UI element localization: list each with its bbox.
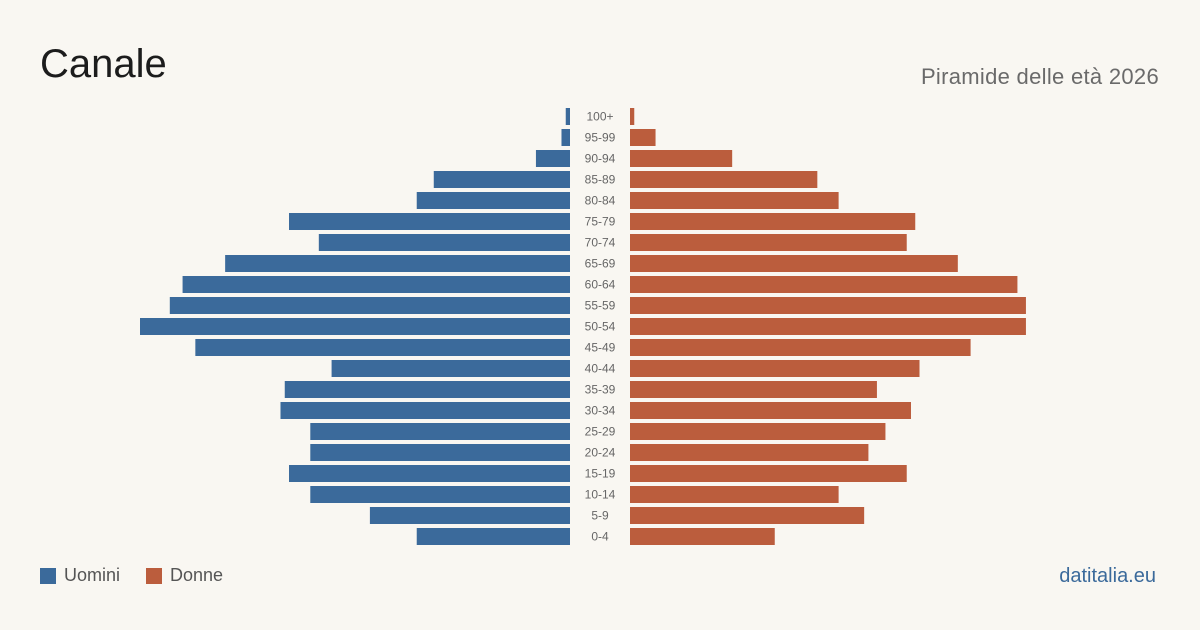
bar-women-80-84 bbox=[630, 192, 839, 209]
age-label-10-14: 10-14 bbox=[585, 488, 616, 502]
bar-men-60-64 bbox=[182, 276, 570, 293]
bar-men-75-79 bbox=[289, 213, 570, 230]
bar-men-85-89 bbox=[433, 171, 570, 188]
bar-women-55-59 bbox=[630, 297, 1026, 314]
bar-men-50-54 bbox=[140, 318, 570, 335]
source-link[interactable]: datitalia.eu bbox=[1059, 565, 1156, 587]
legend-swatch-women bbox=[146, 567, 163, 584]
bar-men-45-49 bbox=[195, 339, 570, 356]
bar-women-10-14 bbox=[630, 486, 839, 503]
bar-women-40-44 bbox=[630, 360, 920, 377]
bar-women-95-99 bbox=[630, 129, 656, 146]
bar-men-100+ bbox=[565, 108, 570, 125]
age-label-40-44: 40-44 bbox=[585, 362, 616, 376]
bar-men-10-14 bbox=[310, 486, 570, 503]
age-label-70-74: 70-74 bbox=[585, 236, 616, 250]
bar-women-85-89 bbox=[630, 171, 818, 188]
bar-men-80-84 bbox=[416, 192, 570, 209]
bar-women-15-19 bbox=[630, 465, 907, 482]
age-label-95-99: 95-99 bbox=[585, 131, 616, 145]
bar-women-100+ bbox=[630, 108, 635, 125]
legend-label-men: Uomini bbox=[64, 565, 121, 585]
legend-item-men: Uomini bbox=[40, 565, 120, 586]
age-label-55-59: 55-59 bbox=[585, 299, 616, 313]
legend: Uomini Donne bbox=[40, 565, 249, 586]
age-label-100+: 100+ bbox=[586, 110, 613, 124]
bar-women-90-94 bbox=[630, 150, 733, 167]
age-label-45-49: 45-49 bbox=[585, 341, 616, 355]
chart-title: Canale bbox=[40, 42, 167, 86]
bar-women-50-54 bbox=[630, 318, 1026, 335]
chart-subtitle: Piramide delle età 2026 bbox=[920, 64, 1159, 89]
age-label-80-84: 80-84 bbox=[585, 194, 616, 208]
age-label-75-79: 75-79 bbox=[585, 215, 616, 229]
bar-men-70-74 bbox=[318, 234, 570, 251]
bar-men-65-69 bbox=[225, 255, 571, 272]
legend-label-women: Donne bbox=[170, 565, 224, 585]
bar-women-65-69 bbox=[630, 255, 958, 272]
bar-women-0-4 bbox=[630, 528, 775, 545]
bar-men-20-24 bbox=[310, 444, 570, 461]
bar-women-70-74 bbox=[630, 234, 907, 251]
legend-swatch-men bbox=[40, 567, 56, 584]
bar-men-15-19 bbox=[289, 465, 570, 482]
bar-women-45-49 bbox=[630, 339, 971, 356]
age-label-30-34: 30-34 bbox=[585, 404, 616, 418]
bar-women-5-9 bbox=[630, 507, 865, 524]
age-label-25-29: 25-29 bbox=[585, 425, 616, 439]
bar-men-40-44 bbox=[331, 360, 570, 377]
age-label-50-54: 50-54 bbox=[585, 320, 616, 334]
age-label-35-39: 35-39 bbox=[585, 383, 616, 397]
bar-men-90-94 bbox=[535, 150, 570, 167]
age-label-60-64: 60-64 bbox=[585, 278, 616, 292]
age-label-65-69: 65-69 bbox=[585, 257, 616, 271]
bar-women-30-34 bbox=[630, 402, 911, 419]
age-label-90-94: 90-94 bbox=[585, 152, 616, 166]
bar-men-55-59 bbox=[169, 297, 570, 314]
age-label-5-9: 5-9 bbox=[591, 509, 609, 523]
bar-women-20-24 bbox=[630, 444, 869, 461]
bar-women-60-64 bbox=[630, 276, 1018, 293]
age-label-85-89: 85-89 bbox=[585, 173, 616, 187]
bar-men-0-4 bbox=[416, 528, 570, 545]
bar-men-5-9 bbox=[369, 507, 570, 524]
age-label-15-19: 15-19 bbox=[585, 467, 616, 481]
bar-women-25-29 bbox=[630, 423, 886, 440]
age-label-20-24: 20-24 bbox=[585, 446, 616, 460]
legend-item-women: Donne bbox=[146, 565, 223, 586]
bar-men-30-34 bbox=[280, 402, 570, 419]
bar-men-95-99 bbox=[561, 129, 570, 146]
bar-men-25-29 bbox=[310, 423, 570, 440]
bar-women-35-39 bbox=[630, 381, 877, 398]
bar-women-75-79 bbox=[630, 213, 916, 230]
bar-men-35-39 bbox=[284, 381, 570, 398]
age-label-0-4: 0-4 bbox=[591, 530, 609, 544]
